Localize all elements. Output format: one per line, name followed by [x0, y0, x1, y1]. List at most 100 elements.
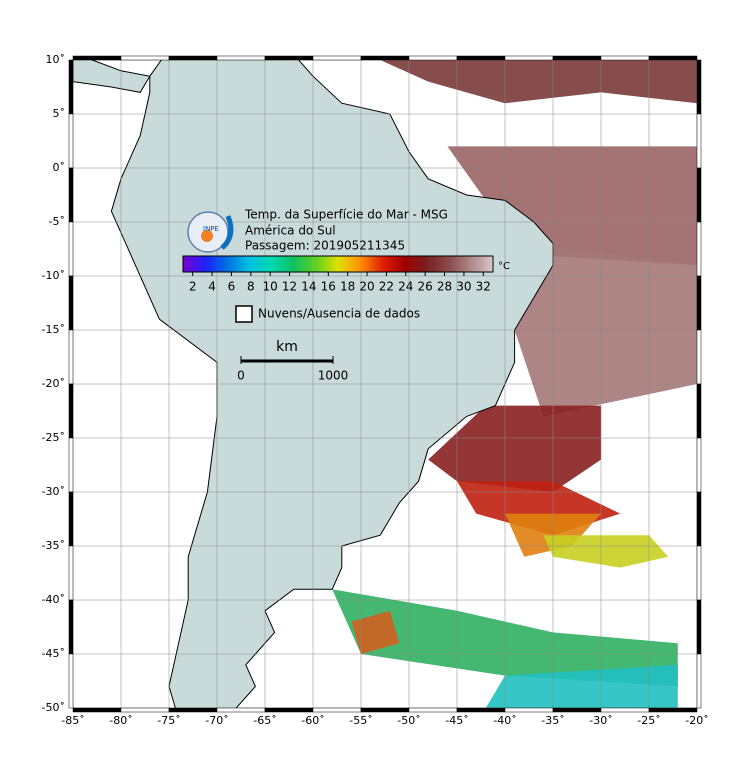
no-data-label: Nuvens/Ausencia de dados [258, 307, 420, 321]
colorbar-label: 14 [301, 280, 316, 294]
sst-patch [428, 405, 601, 492]
frame-segment [68, 653, 74, 709]
colorbar-label: 20 [359, 280, 374, 294]
logo-sun [201, 230, 213, 242]
frame-segment [168, 707, 218, 713]
lon-label: -40˚ [493, 714, 516, 727]
sst-patch [380, 60, 697, 104]
frame-segment [312, 55, 362, 61]
lon-label: -65˚ [253, 714, 276, 727]
frame-segment [68, 437, 74, 493]
frame-segment [648, 707, 698, 713]
colorbar-label: 2 [189, 280, 197, 294]
frame-segment [696, 59, 702, 115]
colorbar-label: 8 [247, 280, 255, 294]
frame-segment [696, 113, 702, 169]
frame-segment [68, 113, 74, 169]
colorbar-label: 30 [456, 280, 471, 294]
lat-label: -10˚ [42, 269, 65, 282]
frame-segment [216, 707, 266, 713]
colorbar-label: 6 [228, 280, 236, 294]
frame-segment [696, 599, 702, 655]
lat-label: -50˚ [42, 701, 65, 714]
frame-segment [408, 55, 458, 61]
frame-segment [696, 275, 702, 331]
frame-segment [456, 707, 506, 713]
frame-segment [696, 491, 702, 547]
colorbar-label: 4 [208, 280, 216, 294]
sst-patch [447, 146, 697, 266]
frame-segment [216, 55, 266, 61]
scale-unit: km [276, 339, 298, 355]
logo-arrow [220, 215, 234, 250]
colorbar [182, 255, 494, 273]
colorbar-label: 10 [263, 280, 278, 294]
lat-label: -35˚ [42, 539, 65, 552]
frame-segment [264, 55, 314, 61]
frame-segment [408, 707, 458, 713]
lon-label: -60˚ [301, 714, 324, 727]
frame-segment [360, 707, 410, 713]
frame-segment [696, 383, 702, 439]
frame-segment [696, 167, 702, 223]
frame-segment [68, 491, 74, 547]
sst-patch [543, 535, 669, 568]
lat-label: 10˚ [46, 53, 66, 66]
colorbar-label: 12 [282, 280, 297, 294]
frame-segment [696, 653, 702, 709]
graticule: -85˚ -80˚ -75˚ -70˚ -65˚ -60˚ -55˚ -50˚ -45˚ -40˚… [42, 53, 709, 727]
lon-label: -30˚ [589, 714, 612, 727]
colorbar-label: 26 [418, 280, 433, 294]
lat-label: -40˚ [42, 593, 65, 606]
colorbar-label: 16 [321, 280, 336, 294]
lat-label: 0˚ [53, 161, 66, 174]
legend: INPE Temp. da Superfície do Mar - MSG Am… [182, 208, 510, 383]
lat-label: -25˚ [42, 431, 65, 444]
sst-layer [332, 60, 697, 708]
frame-segment [264, 707, 314, 713]
frame-segment [456, 55, 506, 61]
frame-segment [120, 707, 170, 713]
lat-label: 5˚ [53, 107, 66, 120]
lon-label: -75˚ [157, 714, 180, 727]
no-data-swatch [235, 305, 253, 323]
lon-label: -55˚ [349, 714, 372, 727]
scale-label: 0 [237, 369, 245, 383]
frame-segment [68, 545, 74, 601]
lat-label: -5˚ [49, 215, 65, 228]
central-america [73, 60, 151, 93]
scale-label: 1000 [318, 369, 349, 383]
lon-label: -50˚ [397, 714, 420, 727]
lat-label: -45˚ [42, 647, 65, 660]
lat-label: -30˚ [42, 485, 65, 498]
legend-pass: Passagem: 201905211345 [245, 239, 405, 253]
frame-segment [504, 707, 554, 713]
frame-segment [68, 383, 74, 439]
colorbar-label: 24 [398, 280, 413, 294]
frame-segment [600, 707, 650, 713]
frame [68, 55, 702, 713]
frame-segment [552, 55, 602, 61]
frame-segment [68, 221, 74, 277]
lat-label: -15˚ [42, 323, 65, 336]
frame-segment [72, 55, 122, 61]
frame-segment [68, 275, 74, 331]
logo-text: INPE [203, 225, 219, 233]
colorbar-label: 18 [340, 280, 355, 294]
frame-segment [120, 55, 170, 61]
lon-label: -35˚ [541, 714, 564, 727]
sst-patch [351, 610, 400, 654]
sst-patch [485, 664, 678, 708]
colorbar-label: 32 [476, 280, 491, 294]
colorbar-label: 28 [437, 280, 452, 294]
frame-segment [168, 55, 218, 61]
frame-segment [68, 599, 74, 655]
frame-segment [552, 707, 602, 713]
lon-label: -85˚ [61, 714, 84, 727]
legend-subtitle: América do Sul [245, 224, 336, 238]
colorbar-label: 22 [379, 280, 394, 294]
frame-segment [696, 221, 702, 277]
lon-label: -45˚ [445, 714, 468, 727]
frame-segment [648, 55, 698, 61]
